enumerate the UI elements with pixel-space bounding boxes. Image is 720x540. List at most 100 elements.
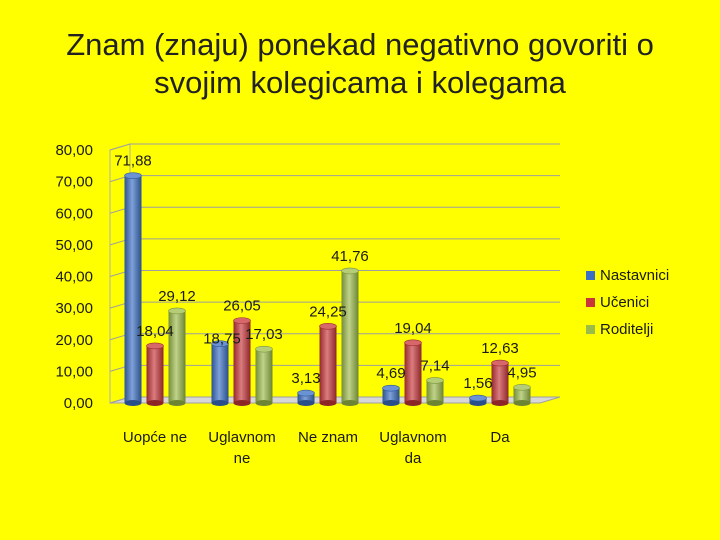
data-label: 29,12 [158,288,196,305]
data-label: 26,05 [223,298,261,315]
bar-body [382,388,400,403]
data-label: 19,04 [394,320,432,337]
bar-body [168,310,186,403]
chart-title-line-2: svojim kolegicama i kolegama [154,65,566,100]
bar-base [146,400,164,406]
bar-base [513,400,531,406]
x-tick-label: Uopće ne [123,429,187,446]
data-labels: 71,88 18,75 3,13 4,69 1,56 18,04 26,05 24,25 19,… [114,153,536,392]
y-tick-label: 60,00 [55,205,93,222]
bar-učenici-3 [404,339,422,406]
y-tick-label: 50,00 [55,237,93,254]
legend-swatch [586,325,595,334]
bar-učenici-1 [233,317,251,406]
gridline [109,175,560,183]
bar-base [168,400,186,406]
bar-roditelji-0 [168,307,186,406]
chart-title-line-1: Znam (znaju) ponekad negativno govoriti … [66,27,654,62]
x-axis-ticks: Uopće ne Uglavnom ne Ne znam Uglavnom da Da [123,429,510,467]
y-tick-label: 20,00 [55,332,93,349]
bar-base [319,400,337,406]
bar-body [426,380,444,403]
data-label: 41,76 [331,248,369,265]
bar-base [233,400,251,406]
legend-label: Roditelji [600,321,653,338]
bar-učenici-4 [491,359,509,406]
y-tick-label: 70,00 [55,174,93,191]
legend-label: Učenici [600,294,649,311]
data-label: 1,56 [463,375,492,392]
legend-label: Nastavnici [600,267,669,284]
bar-body [146,345,164,403]
x-tick-label: Uglavnom [379,429,447,446]
y-tick-label: 30,00 [55,300,93,317]
bar-body [491,363,509,403]
x-tick-label: Da [490,429,510,446]
bar-top [233,317,251,324]
bar-body [297,393,315,403]
bar-top [211,340,229,348]
bar-body [255,349,273,403]
data-label: 7,14 [420,357,449,374]
bar-top [255,345,273,353]
y-tick-label: 10,00 [55,363,93,380]
y-tick-label: 0,00 [64,395,93,412]
bar-top [404,339,422,347]
data-label: 18,75 [203,331,241,348]
data-label: 24,25 [309,303,347,320]
bar-nastavnici-1 [211,340,229,406]
bar-base [255,400,273,406]
chart-title: Znam (znaju) ponekad negativno govoriti … [0,26,720,102]
bar-top [168,307,186,315]
bar-top [513,384,531,391]
legend: Nastavnici Učenici Roditelji [586,267,669,338]
bar-body [341,270,359,403]
data-label: 71,88 [114,153,152,170]
gridline [109,270,560,277]
y-axis-ticks: 0,00 10,00 20,00 30,00 40,00 50,00 60,00 70,00 8… [55,142,93,412]
legend-swatch [586,298,595,307]
bar-roditelji-1 [255,345,273,406]
bar-nastavnici-3 [382,384,400,406]
bar-top [426,377,444,384]
data-label: 3,13 [291,370,320,387]
bar-roditelji-2 [341,267,359,406]
bar-base [469,400,487,406]
bar-nastavnici-2 [297,389,315,406]
bar-nastavnici-0 [124,172,142,406]
gridline [109,238,560,246]
bar-učenici-0 [146,342,164,406]
bar-top [382,384,400,392]
bar-top [469,394,487,402]
gridline [109,206,560,214]
bar-base [382,400,400,406]
bar-base [297,400,315,406]
data-label: 12,63 [481,340,519,357]
bar-top [491,359,509,367]
bar-body [319,326,337,403]
bar-base [491,400,509,406]
x-tick-label: da [405,450,422,467]
data-label: 18,04 [136,323,174,340]
bar-base [404,400,422,406]
x-tick-label: ne [234,450,251,467]
bar-top [341,267,359,275]
x-tick-label: Ne znam [298,429,358,446]
y-tick-label: 40,00 [55,269,93,286]
gridline [109,143,560,151]
bar-nastavnici-4 [469,394,487,406]
bar-base [124,400,142,406]
bar-top [319,323,337,330]
data-label: 4,95 [507,364,536,381]
bar-top [297,389,315,397]
y-tick-label: 80,00 [55,142,93,159]
bar-roditelji-3 [426,377,444,406]
bar-base [211,400,229,406]
data-label: 17,03 [245,326,283,343]
bar-body [513,387,531,403]
bar-body [404,342,422,403]
bar-base [426,400,444,406]
bar-top [124,172,142,179]
bars [124,172,531,406]
bar-base [341,400,359,406]
